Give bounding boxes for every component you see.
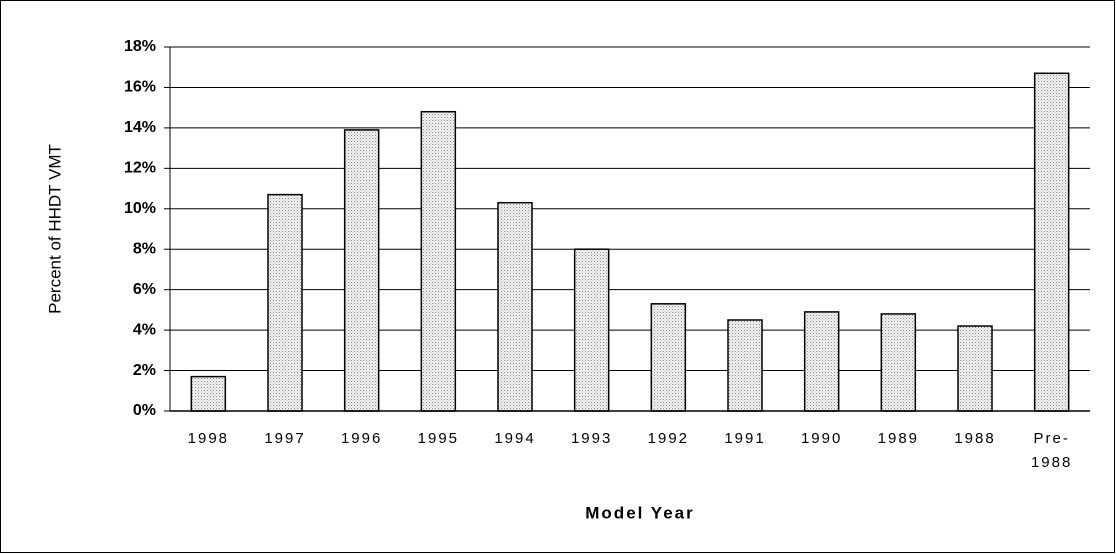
bar: [267, 193, 303, 412]
x-tick-label: 1998: [188, 430, 229, 447]
x-axis-label: Model Year: [585, 503, 694, 522]
x-tick-label: 1994: [494, 430, 535, 447]
bar: [573, 248, 610, 412]
bar: [650, 303, 687, 412]
y-tick-label: 10%: [124, 200, 156, 217]
bar: [880, 313, 917, 412]
x-tick-label: 1988: [954, 430, 995, 447]
bar: [1033, 72, 1070, 412]
x-tick-label: 1995: [418, 430, 459, 447]
y-tick-label: 0%: [133, 402, 156, 419]
x-tick-label: 1991: [724, 430, 765, 447]
y-tick-label: 8%: [133, 240, 156, 257]
y-tick-label: 16%: [124, 79, 156, 96]
bar: [497, 201, 533, 412]
x-tick-label: 1992: [648, 430, 689, 447]
y-tick-label: 6%: [133, 281, 156, 298]
x-tick-label: 1997: [264, 430, 305, 447]
bar: [727, 319, 763, 412]
bar: [420, 110, 457, 412]
y-tick-label: 18%: [124, 38, 156, 55]
bar: [343, 129, 380, 412]
x-tick-label: Pre-1988: [1031, 430, 1072, 471]
y-axis-label: Percent of HHDT VMT: [45, 144, 64, 314]
x-tick-label: 1989: [878, 430, 919, 447]
y-tick-label: 12%: [124, 160, 156, 177]
x-tick-label: 1990: [801, 430, 842, 447]
y-tick-label: 4%: [133, 321, 156, 338]
y-tick-label: 14%: [124, 119, 156, 136]
x-tick-label: 1993: [571, 430, 612, 447]
bar: [957, 325, 993, 412]
x-tick-label: 1996: [341, 430, 382, 447]
bar: [190, 375, 227, 412]
y-tick-label: 2%: [133, 362, 156, 379]
bar: [803, 311, 840, 412]
